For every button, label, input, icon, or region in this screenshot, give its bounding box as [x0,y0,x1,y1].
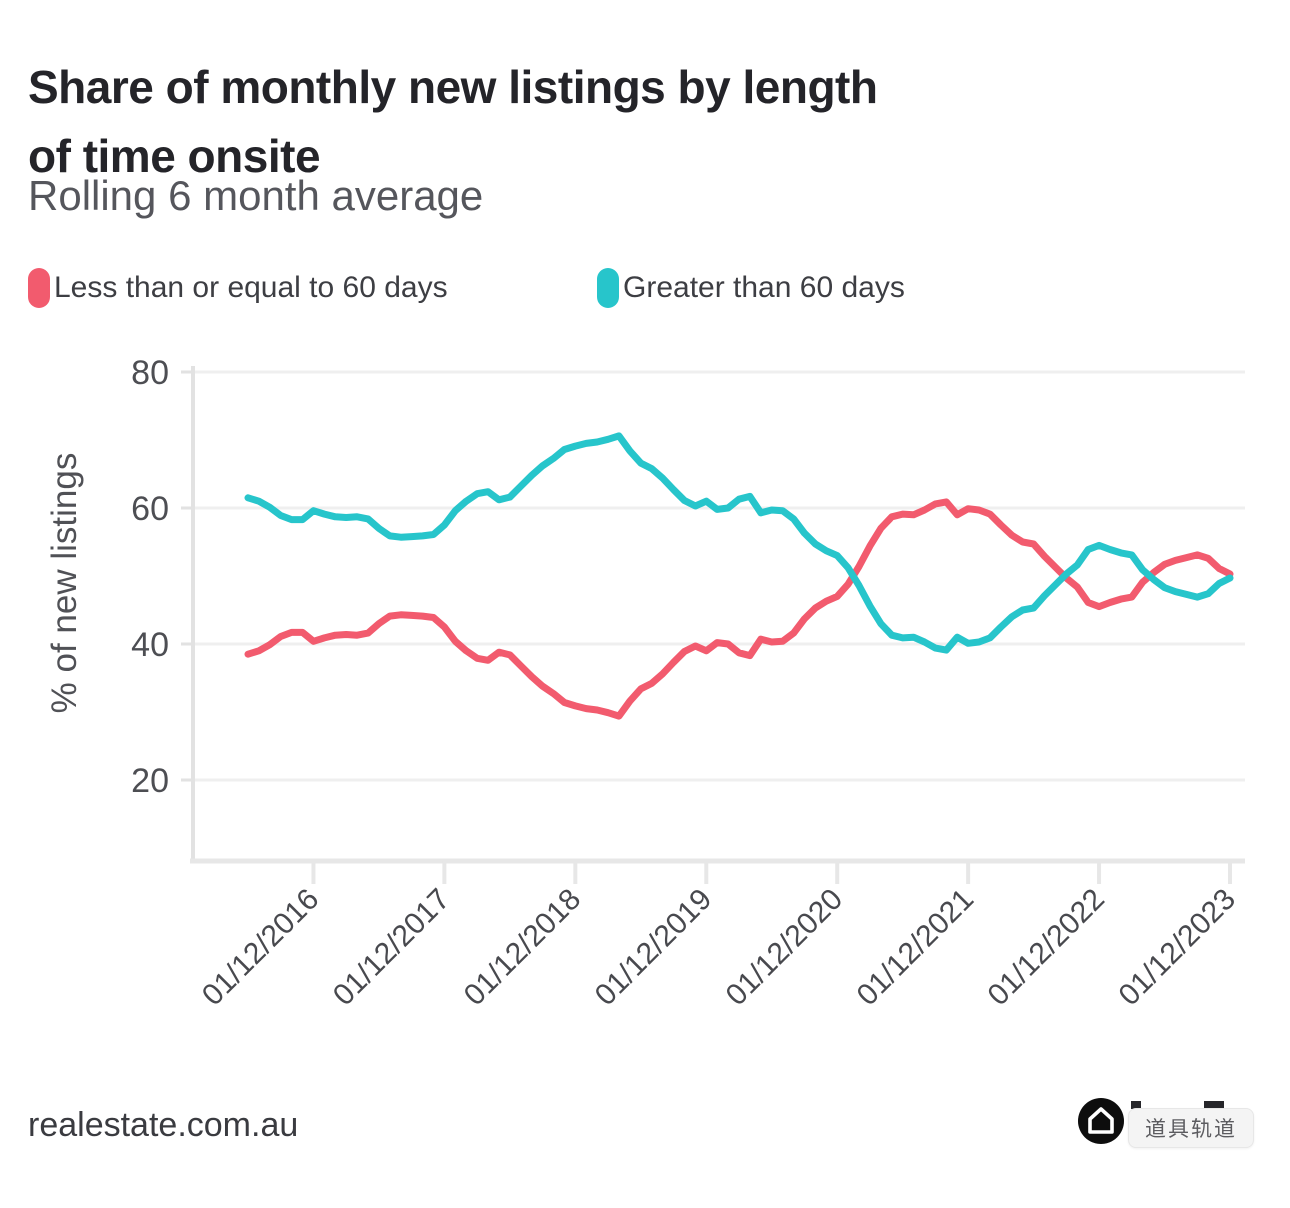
legend-item-gt60[interactable]: Greater than 60 days [597,268,905,308]
home-icon [1088,1107,1114,1134]
x-tick-label: 01/12/2018 [458,883,588,1013]
obscured-text-fragment [1204,1101,1224,1108]
legend-swatch-red [28,268,50,308]
obscured-text-fragment [1131,1101,1141,1109]
y-tick-label: 20 [131,762,169,800]
brand-text: realestate.com.au [28,1106,299,1144]
legend-item-le60[interactable]: Less than or equal to 60 days [28,268,448,308]
x-tick-label: 01/12/2020 [720,883,850,1013]
x-tick-label: 01/12/2023 [1112,883,1242,1013]
x-tick-label: 01/12/2016 [196,883,326,1013]
page-subtitle: Rolling 6 month average [28,172,484,219]
y-tick-label: 80 [131,354,169,392]
page-title: Share of monthly new listings by length o… [28,53,878,191]
page-title-line1: Share of monthly new listings by length [28,60,878,113]
y-tick-label: 60 [131,490,169,528]
legend-swatch-teal [597,268,619,308]
tooltip: 道具轨道 [1128,1108,1254,1148]
series-line-gt60 [244,432,1234,654]
tooltip-text: 道具轨道 [1145,1118,1237,1141]
y-tick-label: 40 [131,626,169,664]
page-title-line2: of time onsite [28,129,321,182]
legend-label-le60: Less than or equal to 60 days [54,271,448,304]
y-axis-title: % of new listings [45,453,84,714]
legend-label-gt60: Greater than 60 days [623,271,905,304]
x-tick-label: 01/12/2019 [589,883,719,1013]
chart-legend: Less than or equal to 60 days Greater th… [28,268,1268,312]
x-tick-label: 01/12/2021 [851,883,981,1013]
x-tick-label: 01/12/2022 [982,883,1112,1013]
x-tick-label: 01/12/2017 [327,883,457,1013]
home-button[interactable] [1078,1098,1124,1144]
